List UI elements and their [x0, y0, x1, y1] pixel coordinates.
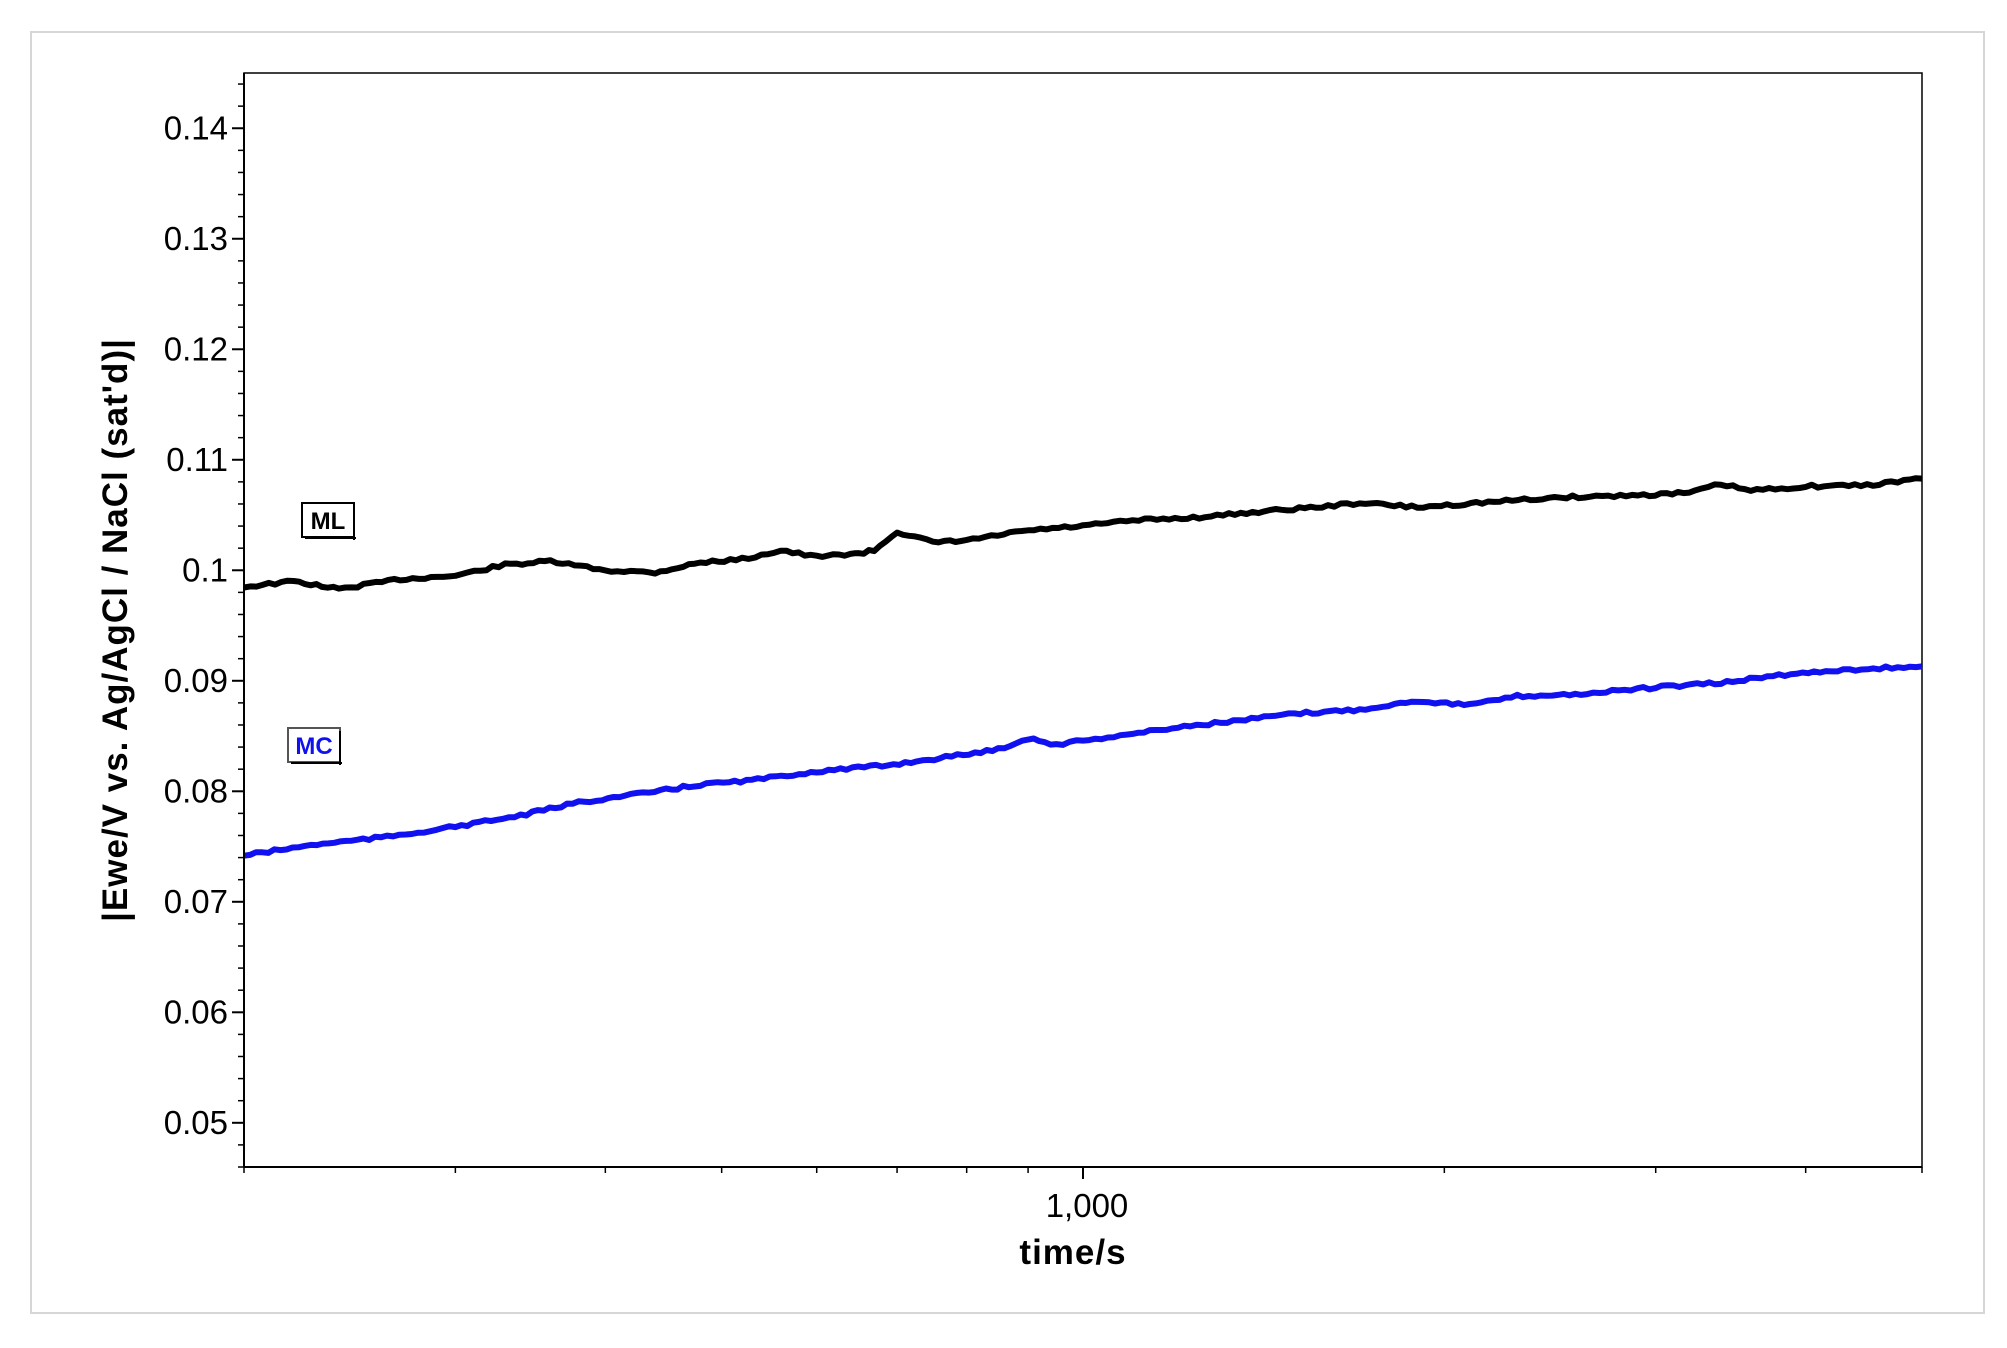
legend-label: MC [295, 733, 332, 760]
y-axis-title: |Ewe/V vs. Ag/AgCl / NaCl (sat'd)| [96, 338, 135, 922]
plot-border [243, 72, 1923, 1168]
x-tick-label: 1,000 [1046, 1187, 1129, 1224]
y-tick-label: 0.11 [166, 441, 228, 478]
legend-item-ml: ML [301, 502, 356, 540]
legend-box [287, 727, 341, 763]
y-tick-label: 0.14 [164, 109, 228, 146]
axes-layer: 0.05 0.06 0.07 0.08 0.09 0.1 0.11 0.12 0.13 0.14 1… [164, 73, 1923, 1224]
y-tick-label: 0.1 [182, 551, 228, 588]
y-tick-label: 0.13 [164, 220, 228, 257]
legend-item-mc: MC [287, 727, 342, 765]
x-axis-title: time/s [1019, 1233, 1126, 1272]
legend-layer: ML MC [287, 502, 356, 765]
chart-frame: 0.05 0.06 0.07 0.08 0.09 0.1 0.11 0.12 0.13 0.14 1… [30, 31, 1985, 1314]
series-line-mc [243, 663, 1923, 859]
y-tick-label: 0.07 [164, 883, 228, 920]
y-tick-label: 0.09 [164, 662, 228, 699]
legend-label: ML [311, 508, 346, 535]
chart-canvas: 0.05 0.06 0.07 0.08 0.09 0.1 0.11 0.12 0.13 0.14 1… [96, 72, 1923, 1272]
y-tick-label: 0.08 [164, 772, 228, 809]
y-tick-label: 0.05 [164, 1104, 228, 1141]
plot-area [243, 72, 1923, 1168]
y-tick-label: 0.06 [164, 993, 228, 1030]
y-tick-label: 0.12 [164, 330, 228, 367]
series-line-ml [243, 475, 1923, 592]
series-layer [243, 475, 1923, 859]
